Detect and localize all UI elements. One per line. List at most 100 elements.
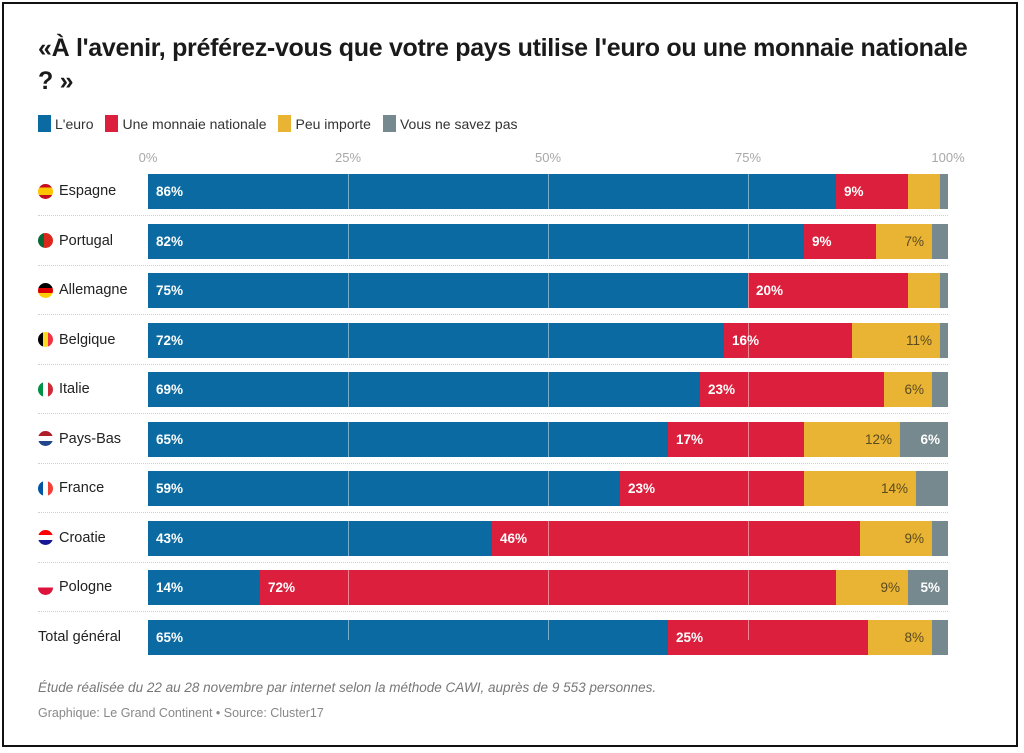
category-label: Allemagne — [38, 273, 128, 307]
category-label: Belgique — [38, 323, 115, 357]
bar-segment-dontknow[interactable] — [908, 570, 948, 605]
legend-label-dontknow: Vous ne savez pas — [399, 115, 518, 132]
bar-segment-euro[interactable] — [148, 570, 260, 605]
bar-segment-indifferent[interactable] — [868, 619, 932, 655]
category-name: Italie — [59, 381, 90, 397]
bar-row: 65% 17% 12% 6% — [148, 421, 948, 457]
bar-segment-indifferent[interactable] — [804, 471, 916, 506]
bar-segment-dontknow[interactable] — [940, 322, 948, 358]
category-label: Croatie — [38, 521, 106, 555]
bar-segment-euro[interactable] — [148, 520, 492, 556]
methodology-note: Étude réalisée du 22 au 28 novembre par … — [38, 680, 657, 695]
data-label: 17% — [676, 431, 704, 447]
data-label: 65% — [156, 431, 184, 447]
bar-segment-national[interactable] — [492, 520, 860, 556]
data-label: 12% — [864, 431, 892, 447]
legend-item-euro[interactable]: L'euro — [38, 115, 93, 132]
legend-swatch-euro — [38, 115, 51, 132]
data-label: 59% — [156, 481, 184, 496]
bar-segment-indifferent[interactable] — [884, 372, 932, 407]
data-label: 46% — [500, 530, 528, 546]
bar-segment-dontknow[interactable] — [932, 520, 948, 556]
bar-segment-indifferent[interactable] — [836, 570, 908, 605]
bar-segment-dontknow[interactable] — [916, 471, 948, 506]
data-label: 6% — [920, 431, 940, 447]
bar-segment-euro[interactable] — [148, 322, 724, 358]
bar-row: 69% 23% 6% — [148, 372, 948, 407]
data-label: 75% — [156, 283, 184, 298]
bar-segment-dontknow[interactable] — [932, 619, 948, 655]
bar-segment-national[interactable] — [700, 372, 884, 407]
bar-segment-euro[interactable] — [148, 223, 804, 259]
category-name: France — [59, 480, 105, 496]
bar-segment-euro[interactable] — [148, 273, 748, 308]
data-label: 20% — [756, 283, 784, 298]
bar-segment-euro[interactable] — [148, 174, 836, 209]
category-label: Total général — [38, 620, 121, 654]
row-separator — [38, 561, 948, 563]
category-name: Belgique — [59, 331, 116, 348]
row-separator — [38, 413, 948, 414]
bar-segment-dontknow[interactable] — [932, 372, 948, 407]
bar-segment-dontknow[interactable] — [940, 174, 948, 209]
bar-segment-euro[interactable] — [148, 421, 668, 457]
bar-segment-national[interactable] — [836, 174, 908, 209]
bar-row: 14% 72% 9% 5% — [148, 570, 948, 605]
gridline — [348, 170, 349, 640]
data-label: 43% — [156, 530, 184, 546]
bar-segment-national[interactable] — [668, 421, 804, 457]
legend-item-dontknow[interactable]: Vous ne savez pas — [382, 115, 518, 132]
chart-title: «À l'avenir, préférez-vous que votre pay… — [38, 34, 968, 95]
data-label: 23% — [628, 481, 656, 496]
bar-segment-euro[interactable] — [148, 471, 620, 506]
bar-segment-national[interactable] — [260, 570, 836, 605]
bar-segment-indifferent[interactable] — [908, 174, 940, 209]
bar-row: 65% 25% 8% — [148, 619, 948, 655]
legend-item-indifferent[interactable]: Peu importe — [278, 115, 371, 132]
bar-segment-indifferent[interactable] — [852, 322, 940, 358]
source-credit: Graphique: Le Grand Continent • Source: … — [38, 706, 324, 720]
data-label: 9% — [812, 233, 832, 249]
row-separator — [38, 363, 948, 365]
data-label: 69% — [156, 382, 184, 397]
bar-segment-national[interactable] — [748, 273, 908, 308]
category-name: Pologne — [59, 579, 113, 595]
flag-es-icon — [38, 183, 53, 199]
category-name: Total général — [38, 628, 122, 645]
flag-hr-icon — [38, 530, 53, 545]
row-separator — [38, 512, 948, 513]
bar-segment-euro[interactable] — [148, 619, 668, 655]
bar-segment-national[interactable] — [724, 322, 852, 358]
category-name: Allemagne — [59, 282, 128, 298]
flag-it-icon — [38, 381, 53, 397]
bar-segment-indifferent[interactable] — [876, 223, 932, 259]
legend-swatch-national — [105, 115, 119, 132]
data-label: 82% — [156, 233, 184, 249]
flag-de-icon — [38, 282, 53, 298]
bar-segment-national[interactable] — [668, 619, 868, 655]
legend-item-national[interactable]: Une monnaie nationale — [105, 115, 266, 132]
data-label: 23% — [708, 382, 736, 397]
category-label: Pays-Bas — [38, 422, 121, 456]
bar-segment-euro[interactable] — [148, 372, 700, 407]
data-label: 72% — [268, 580, 296, 595]
bar-segment-national[interactable] — [804, 223, 876, 259]
row-separator — [38, 611, 948, 612]
data-label: 9% — [880, 580, 900, 595]
bar-segment-dontknow[interactable] — [900, 421, 948, 457]
category-label: Portugal — [38, 224, 113, 258]
row-separator — [38, 462, 948, 464]
data-label: 11% — [905, 332, 932, 348]
data-label: 7% — [904, 233, 924, 249]
bar-segment-dontknow[interactable] — [932, 223, 948, 259]
bar-segment-indifferent[interactable] — [908, 273, 940, 308]
bar-segment-national[interactable] — [620, 471, 804, 506]
category-name: Espagne — [59, 183, 117, 199]
bar-segment-indifferent[interactable] — [860, 520, 932, 556]
bar-segment-dontknow[interactable] — [940, 273, 948, 308]
data-label: 9% — [844, 184, 864, 199]
flag-nl-icon — [38, 431, 53, 446]
category-label: France — [38, 471, 104, 505]
category-label: Espagne — [38, 174, 116, 208]
bar-segment-indifferent[interactable] — [804, 421, 900, 457]
